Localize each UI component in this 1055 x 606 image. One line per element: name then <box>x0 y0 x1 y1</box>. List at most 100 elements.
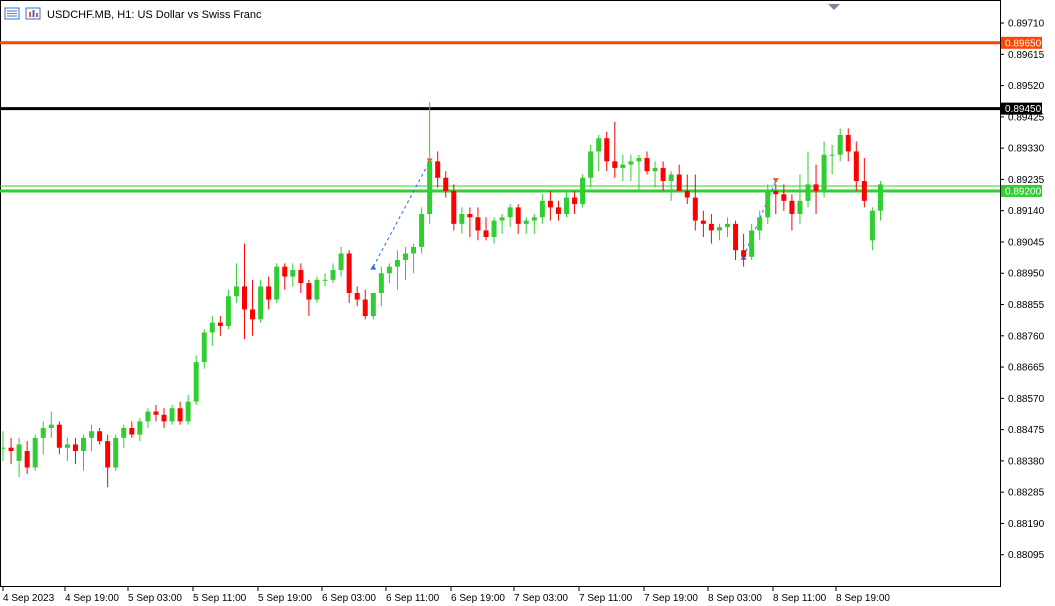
candle <box>266 276 272 310</box>
level-labels: 0.89650 0.89450 0.89200 <box>1001 36 1042 197</box>
candle <box>0 431 6 461</box>
candle-body <box>547 200 553 208</box>
candle <box>580 174 586 208</box>
candle-body <box>137 421 143 435</box>
candle <box>290 263 296 287</box>
price-tick-label: 0.88285 <box>1008 488 1045 499</box>
candle <box>531 213 537 234</box>
candle <box>821 141 827 198</box>
candle-body <box>741 250 747 257</box>
candle-body <box>652 167 658 172</box>
candle-body <box>668 174 674 182</box>
candle <box>386 263 392 284</box>
candle <box>81 434 86 471</box>
candle <box>869 207 875 251</box>
candle-body <box>16 444 22 461</box>
candle <box>757 210 763 241</box>
candle <box>676 164 682 191</box>
candle <box>588 144 594 188</box>
plot-area[interactable] <box>0 0 1001 587</box>
price-tick-label: 0.88475 <box>1008 425 1045 436</box>
candle <box>362 289 368 320</box>
candle-body <box>306 283 312 300</box>
time-tick-label: 8 Sep 11:00 <box>773 593 827 604</box>
candle-body <box>628 161 634 165</box>
candle <box>113 434 119 471</box>
candle-body <box>169 408 175 422</box>
candle-body <box>201 332 207 363</box>
level-price-label: 0.89650 <box>1005 38 1042 49</box>
price-tick-label: 0.89520 <box>1008 81 1045 92</box>
price-axis: 0.89710 0.89615 0.89520 0.89425 0.89330 0.892… <box>1000 19 1045 561</box>
candle-body <box>282 266 288 277</box>
price-tick-label: 0.88190 <box>1008 519 1045 530</box>
price-tick-label: 0.89045 <box>1008 237 1045 248</box>
candle-body <box>225 296 231 326</box>
candle-body <box>233 286 239 297</box>
candle-body <box>72 444 78 452</box>
candle <box>805 151 811 208</box>
candle-body <box>129 427 135 435</box>
candle-body <box>443 177 449 191</box>
time-tick-label: 7 Sep 03:00 <box>514 593 568 604</box>
candle <box>185 395 191 425</box>
candle-body <box>596 138 602 152</box>
candle <box>459 207 465 234</box>
candle-body <box>604 138 610 162</box>
time-tick-label: 6 Sep 19:00 <box>451 593 505 604</box>
price-tick-label: 0.89615 <box>1008 50 1045 61</box>
chart-menu-icon[interactable] <box>4 7 20 20</box>
candle <box>137 418 143 442</box>
chart-bars-icon[interactable] <box>25 7 41 20</box>
candle <box>564 190 569 218</box>
candle-body <box>515 207 521 224</box>
time-tick-label: 5 Sep 19:00 <box>258 593 312 604</box>
candle <box>741 233 747 267</box>
buy-arrow-icon[interactable] <box>370 264 377 270</box>
candle-body <box>48 424 54 428</box>
candle <box>692 174 698 231</box>
trade-signal-line[interactable] <box>372 161 431 267</box>
time-tick-label: 7 Sep 11:00 <box>579 593 633 604</box>
candle-body <box>692 197 698 221</box>
shift-marker-icon[interactable] <box>828 4 840 10</box>
candle-body <box>845 134 851 152</box>
candle <box>523 217 529 234</box>
candle-body <box>773 190 779 195</box>
candle-body <box>64 444 70 448</box>
candle <box>24 441 30 475</box>
candle-body <box>789 200 795 214</box>
candle-body <box>330 269 336 280</box>
candle-body <box>483 230 489 238</box>
candle-body <box>32 437 38 468</box>
level-price-label: 0.89200 <box>1005 186 1042 197</box>
candle <box>515 204 521 234</box>
candle-body <box>716 227 722 231</box>
candle <box>572 190 578 214</box>
candle-body <box>539 200 545 218</box>
candle <box>837 128 843 162</box>
candle <box>8 437 14 465</box>
trade-signal-line[interactable] <box>743 180 777 257</box>
candle-body <box>242 286 247 310</box>
candle-body <box>290 269 296 277</box>
candle-body <box>467 213 473 218</box>
candle <box>298 263 304 293</box>
candle-body <box>121 427 127 438</box>
candle-body <box>612 161 618 168</box>
candle-body <box>250 309 256 320</box>
candle-body <box>354 293 360 300</box>
candle-body <box>451 190 457 224</box>
candle-body <box>765 190 771 218</box>
candle-body <box>877 184 883 211</box>
candle <box>370 293 376 320</box>
time-tick-label: 4 Sep 2023 <box>3 593 55 604</box>
candle-body <box>298 269 304 284</box>
candle <box>660 161 666 191</box>
candle-body <box>258 286 264 320</box>
sell-arrow-icon[interactable] <box>772 178 779 184</box>
candle <box>16 437 22 478</box>
candle <box>322 273 328 287</box>
